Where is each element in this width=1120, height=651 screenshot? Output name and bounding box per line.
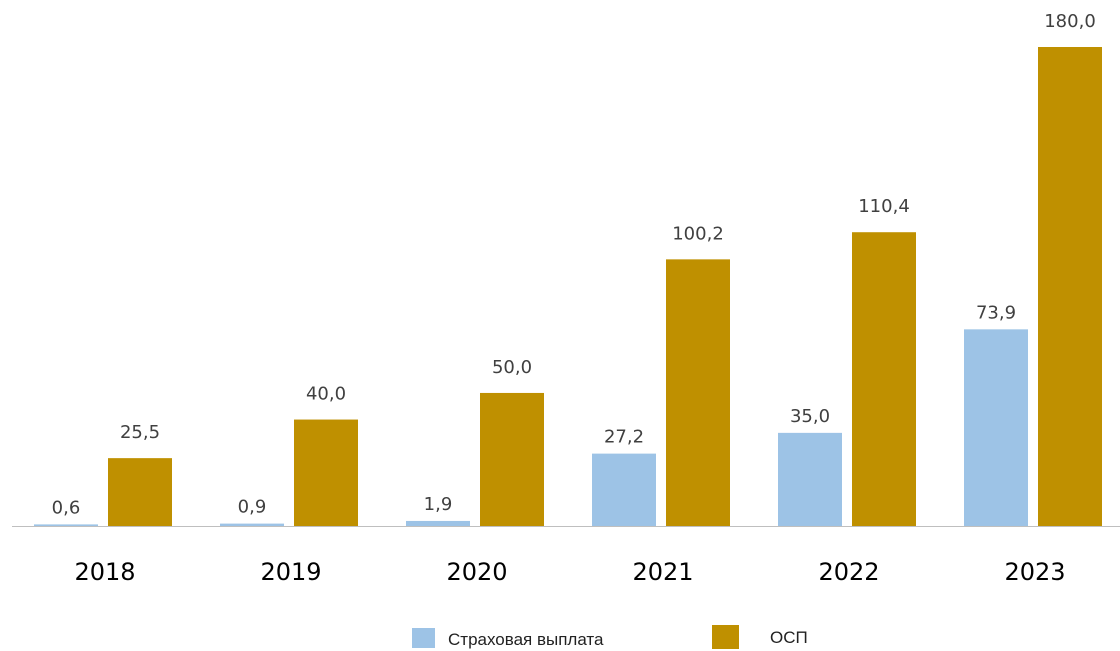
- bar-osp-2023: [1038, 47, 1102, 526]
- legend-swatch-strakhovaya-vyplata: [412, 628, 435, 648]
- value-label-strakhovaya-vyplata-2019: 0,9: [238, 497, 267, 518]
- bars-group: [34, 47, 1102, 527]
- value-label-osp-2019: 40,0: [306, 384, 346, 405]
- legend: Страховая выплата ОСП: [412, 625, 808, 649]
- value-label-osp-2021: 100,2: [672, 223, 724, 244]
- value-label-strakhovaya-vyplata-2023: 73,9: [976, 302, 1016, 323]
- bar-osp-2018: [108, 458, 172, 526]
- category-labels-group: 2018 2019 2020 2021 2022 2023: [74, 558, 1065, 586]
- bar-strakhovaya-vyplata-2020: [406, 520, 470, 526]
- value-label-strakhovaya-vyplata-2022: 35,0: [790, 406, 830, 427]
- value-label-strakhovaya-vyplata-2018: 0,6: [52, 497, 81, 518]
- bar-osp-2022: [852, 232, 916, 527]
- value-label-osp-2023: 180,0: [1044, 11, 1096, 32]
- value-labels-group: 0,6 25,5 0,9 40,0 1,9 50,0 27,2 100,2 35,0 110,4 7…: [52, 11, 1096, 518]
- legend-swatch-osp: [712, 625, 739, 649]
- legend-label-strakhovaya-vyplata: Страховая выплата: [448, 630, 604, 649]
- bar-strakhovaya-vyplata-2021: [592, 453, 656, 526]
- bar-osp-2019: [294, 419, 358, 526]
- value-label-osp-2022: 110,4: [858, 196, 910, 217]
- bar-strakhovaya-vyplata-2022: [778, 432, 842, 526]
- category-label-2022: 2022: [818, 558, 879, 586]
- bar-strakhovaya-vyplata-2019: [220, 523, 284, 526]
- value-label-osp-2018: 25,5: [120, 422, 160, 443]
- category-label-2021: 2021: [632, 558, 693, 586]
- value-label-strakhovaya-vyplata-2021: 27,2: [604, 427, 644, 448]
- category-label-2018: 2018: [74, 558, 135, 586]
- bar-strakhovaya-vyplata-2023: [964, 329, 1028, 526]
- category-label-2023: 2023: [1004, 558, 1065, 586]
- value-label-strakhovaya-vyplata-2020: 1,9: [424, 494, 453, 515]
- value-label-osp-2020: 50,0: [492, 357, 532, 378]
- category-label-2020: 2020: [446, 558, 507, 586]
- bar-osp-2021: [666, 259, 730, 526]
- legend-label-osp: ОСП: [770, 628, 808, 647]
- bar-osp-2020: [480, 392, 544, 526]
- category-label-2019: 2019: [260, 558, 321, 586]
- bar-strakhovaya-vyplata-2018: [34, 524, 98, 526]
